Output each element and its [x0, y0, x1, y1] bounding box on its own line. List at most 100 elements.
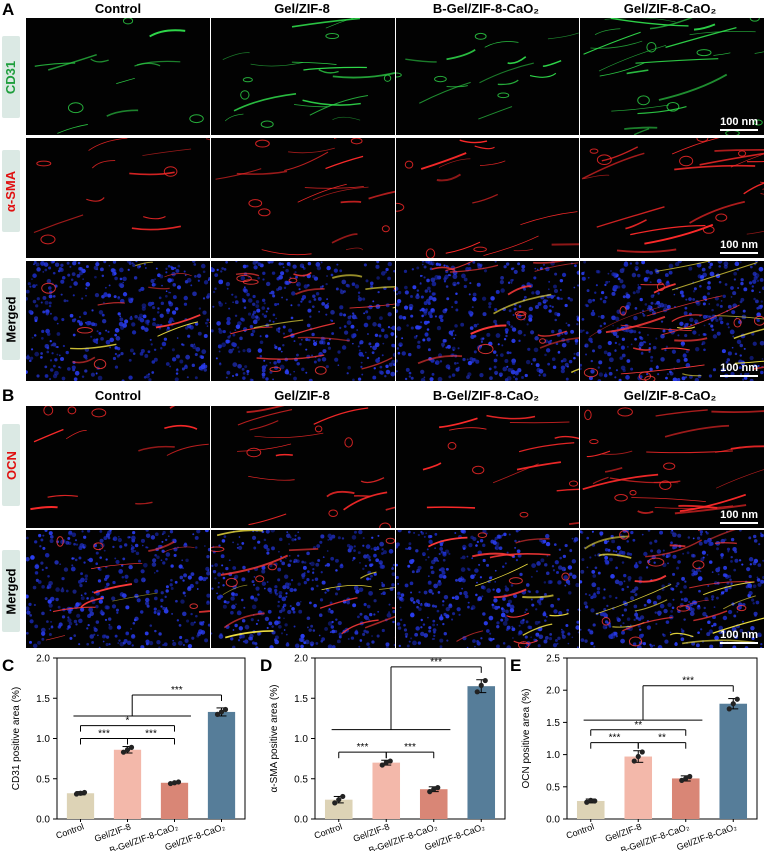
row-label-merged-b-text: Merged	[3, 567, 19, 615]
scale-bar: 100 nm	[720, 362, 758, 377]
micrograph-b-0-1	[211, 406, 395, 528]
data-point	[175, 779, 182, 785]
y-axis-label: OCN positive area (%)	[521, 688, 532, 788]
y-axis-label: α-SMA positive area (%)	[269, 684, 280, 792]
data-point	[726, 706, 732, 712]
column-title-control-b: Control	[94, 388, 142, 403]
bar-3	[719, 703, 748, 819]
y-tick-label: 1.0	[294, 734, 308, 745]
data-point	[592, 798, 598, 804]
data-point	[435, 785, 441, 791]
data-point	[387, 758, 393, 764]
micrograph-a-2-3: 100 nm	[580, 261, 764, 381]
scale-bar: 100 nm	[720, 239, 758, 254]
significance-label: *	[126, 716, 130, 727]
data-point	[128, 744, 135, 750]
panel-letter-e: E	[510, 656, 522, 675]
data-point	[631, 758, 637, 764]
data-point	[77, 790, 84, 796]
micrograph-a-0-3: 100 nm	[580, 18, 764, 135]
x-tick-label: Control	[313, 821, 344, 840]
bar-3	[207, 711, 236, 819]
data-point	[214, 711, 221, 717]
y-tick-label: 0.0	[36, 815, 50, 826]
bar-2	[419, 789, 448, 819]
micrograph-a-1-0	[26, 138, 210, 258]
chart-frame	[566, 657, 758, 820]
scale-bar-label: 100 nm	[720, 362, 758, 374]
panel-letter-a: A	[2, 0, 15, 19]
micrograph-b-1-2	[396, 530, 579, 648]
data-point	[81, 789, 88, 796]
bar-3	[467, 686, 496, 819]
micrograph-b-1-1	[211, 530, 395, 648]
significance-label: ***	[98, 729, 110, 740]
scale-bar: 100 nm	[720, 629, 758, 644]
data-point	[340, 793, 346, 800]
data-point	[478, 682, 484, 688]
y-tick-label: 1.5	[546, 718, 560, 729]
significance-label: **	[634, 720, 642, 731]
y-axis-label: CD31 positive area (%)	[11, 687, 22, 790]
micrograph-a-0-2	[396, 18, 579, 135]
significance-label: ***	[682, 676, 694, 687]
data-point	[427, 789, 433, 795]
row-label-ocn: OCN	[2, 424, 20, 506]
data-point	[687, 773, 693, 780]
scale-bar-line	[720, 129, 758, 131]
row-label-merged-a: Merged	[2, 278, 20, 360]
y-tick-label: 2.0	[546, 686, 560, 697]
column-title-gel-zif8-a: Gel/ZIF-8	[274, 1, 330, 16]
bar-1	[372, 762, 401, 819]
micrograph-a-1-3: 100 nm	[580, 138, 764, 258]
data-point	[171, 780, 178, 786]
row-label-cd31: CD31	[2, 36, 20, 118]
row-label-asma: α-SMA	[2, 150, 20, 232]
bar-charts: 0.0 0.5 1.0 1.5 2.0 CD31 positive area (%) Con…	[11, 654, 758, 856]
y-tick-label: 0.0	[294, 815, 308, 826]
y-tick-label: 2.0	[294, 654, 308, 665]
data-point	[383, 760, 389, 766]
data-point	[679, 777, 685, 783]
scale-bar-label: 100 nm	[720, 239, 758, 251]
data-point	[336, 797, 342, 803]
significance-label: ***	[430, 657, 442, 668]
micrograph-b-0-3: 100 nm	[580, 406, 764, 528]
data-point	[120, 749, 127, 755]
data-point	[332, 800, 338, 806]
y-tick-label: 0.5	[546, 782, 560, 793]
column-title-gel-zif8-b: Gel/ZIF-8	[274, 388, 330, 403]
row-label-asma-text: α-SMA	[3, 170, 19, 212]
panel-letter-d: D	[260, 656, 273, 675]
significance-label: ***	[145, 729, 157, 740]
significance-label: ***	[404, 742, 416, 753]
y-tick-label: 1.0	[36, 734, 50, 745]
micrograph-b-1-3: 100 nm	[580, 530, 764, 648]
significance-label: ***	[609, 733, 621, 744]
bar-2	[160, 782, 189, 819]
y-tick-label: 0.0	[546, 815, 560, 826]
charts-area: 0.0 0.5 1.0 1.5 2.0 CD31 positive area (%) Con…	[0, 650, 764, 856]
scale-bar-line	[720, 522, 758, 524]
micrograph-a-0-0	[26, 18, 210, 135]
panel-letter-c: C	[2, 656, 15, 675]
significance-label: ***	[357, 742, 369, 753]
scale-bar: 100 nm	[720, 116, 758, 131]
scale-bar-line	[720, 252, 758, 254]
significance-label: ***	[171, 685, 183, 696]
bar-1	[624, 756, 653, 819]
row-label-ocn-text: OCN	[3, 450, 19, 480]
scale-bar-label: 100 nm	[720, 629, 758, 641]
scale-bar-label: 100 nm	[720, 509, 758, 521]
scale-bar-line	[720, 375, 758, 377]
micrograph-a-2-0	[26, 261, 210, 381]
bar-2	[671, 778, 700, 819]
data-point	[584, 799, 590, 805]
data-point	[482, 677, 488, 684]
column-title-gel-cao2-b: Gel/ZIF-8-CaO₂	[623, 388, 717, 403]
bar-0	[324, 799, 353, 819]
data-point	[167, 780, 174, 787]
micrograph-b-0-2	[396, 406, 579, 528]
x-tick-label: Control	[565, 821, 596, 840]
data-point	[73, 791, 80, 797]
